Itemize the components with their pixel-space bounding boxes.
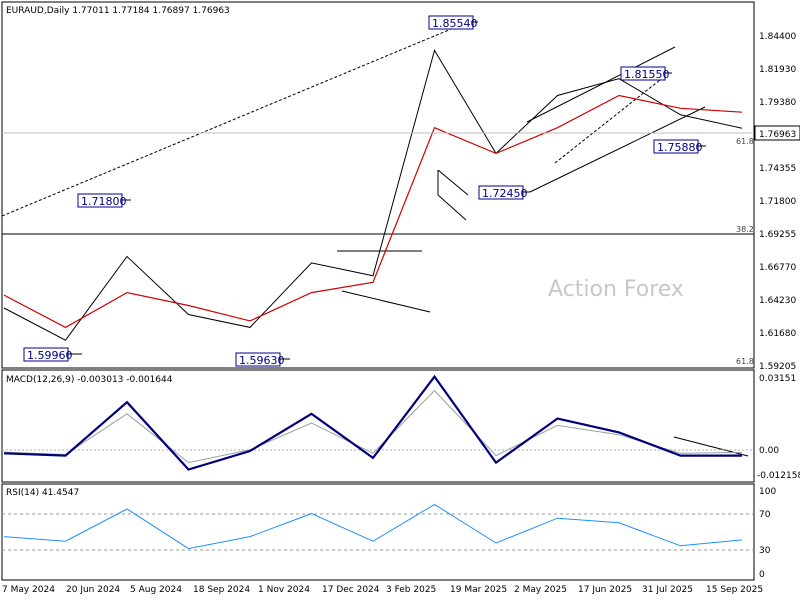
x-tick: 17 Jun 2025 [578, 585, 632, 595]
price-tick: 1.81930 [759, 65, 796, 75]
rsi-tick: 70 [759, 510, 771, 520]
macd-panel-frame [1, 369, 755, 483]
x-tick: 5 Aug 2024 [130, 585, 182, 595]
label-1-59960: 1.59960 [27, 349, 73, 362]
label-1-72450: 1.72450 [482, 187, 528, 200]
x-tick: 3 Feb 2025 [386, 585, 436, 595]
macd-tick: -0.012158 [757, 471, 800, 481]
price-tick: 1.71800 [759, 197, 796, 207]
triangle-bottom [341, 290, 431, 313]
channel-inner-dashed [554, 75, 666, 164]
x-tick: 18 Sep 2024 [193, 585, 250, 595]
channel-upper [526, 46, 676, 123]
macd-title: MACD(12,26,9) -0.003013 -0.001644 [6, 375, 173, 385]
price-tick: 1.69255 [759, 230, 796, 240]
rsi-series [3, 503, 743, 550]
symbol-header: EURAUD,Daily 1.77011 1.77184 1.76897 1.7… [6, 6, 230, 16]
x-axis: 7 May 2024 20 Jun 2024 5 Aug 2024 18 Sep… [2, 585, 763, 595]
price-tick: 1.66770 [759, 263, 796, 273]
macd-series [3, 374, 742, 471]
rsi-tick: 30 [759, 546, 771, 556]
price-tick: 1.64230 [759, 296, 796, 306]
x-tick: 15 Sep 2025 [706, 585, 763, 595]
flag-bottom [437, 194, 467, 221]
fib-label-61-8-top: 61.8 [736, 137, 754, 146]
x-tick: 7 May 2024 [2, 585, 55, 595]
label-1-85540: 1.85540 [432, 17, 478, 30]
flag-top [437, 169, 469, 196]
last-price-box [754, 125, 800, 141]
price-tick: 1.79380 [759, 98, 796, 108]
fib-label-38-2: 38.2 [736, 225, 754, 234]
price-tick: 1.59205 [759, 362, 796, 372]
price-y-axis: 1.84400 1.81930 1.79380 1.74355 1.71800 … [759, 32, 796, 372]
rsi-title: RSI(14) 41.4547 [6, 488, 79, 498]
price-tick: 1.61680 [759, 329, 796, 339]
x-tick: 2 May 2025 [514, 585, 567, 595]
macd-tick: 0.03151 [759, 374, 796, 384]
fib-label-61-8-bottom: 61.8 [736, 357, 754, 366]
price-panel-frame [1, 1, 755, 369]
watermark: Action Forex [548, 277, 684, 302]
macd-signal-series [3, 389, 743, 464]
price-annotations: 1.85540 1.81550 1.75880 1.72450 1.71800 … [23, 15, 703, 367]
label-1-81550: 1.81550 [624, 68, 670, 81]
macd-y-axis: 0.03151 0.00 -0.012158 [757, 374, 800, 481]
label-1-71800: 1.71800 [81, 195, 127, 208]
rsi-tick: 100 [759, 487, 776, 497]
last-price-label: 1.76963 [759, 130, 796, 140]
price-tick: 1.84400 [759, 32, 796, 42]
macd-tick: 0.00 [759, 446, 779, 456]
price-tick: 1.74355 [759, 164, 796, 174]
x-tick: 19 Mar 2025 [450, 585, 507, 595]
rsi-y-axis: 100 70 30 0 [759, 487, 776, 580]
label-1-59630: 1.59630 [239, 354, 285, 367]
label-1-75880: 1.75880 [657, 141, 703, 154]
rsi-tick: 0 [759, 570, 765, 580]
fib-labels: 61.8 38.2 61.8 [736, 137, 754, 366]
x-tick: 20 Jun 2024 [66, 585, 120, 595]
price-series [3, 49, 743, 341]
channel-lower [529, 106, 706, 193]
moving-average-series [3, 94, 743, 329]
x-tick: 1 Nov 2024 [258, 585, 310, 595]
annotation-connectors [68, 21, 706, 360]
trendline-dashed-long [1, 21, 469, 217]
x-tick: 17 Dec 2024 [322, 585, 380, 595]
x-tick: 31 Jul 2025 [642, 585, 693, 595]
rsi-panel-frame [1, 483, 755, 581]
